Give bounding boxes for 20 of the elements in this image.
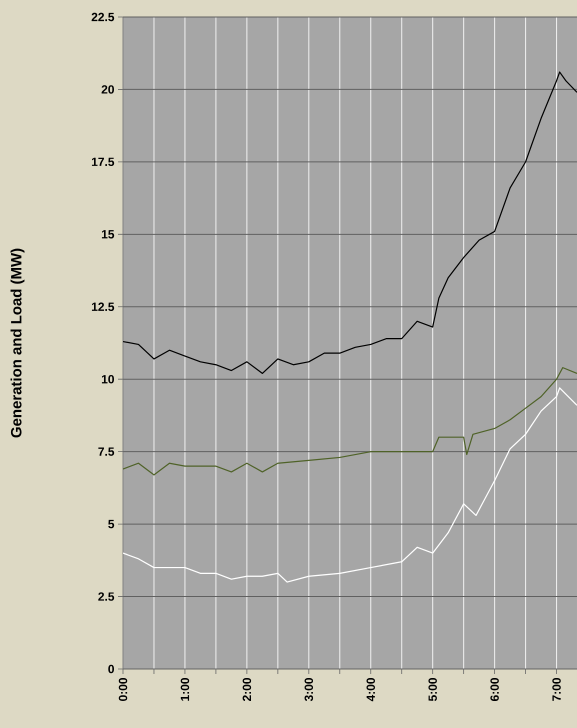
y-tick-label: 10 <box>102 374 114 384</box>
line-series <box>123 71 577 374</box>
y-tick-label: 22.5 <box>92 12 114 22</box>
y-tick-label: 17.5 <box>92 158 114 166</box>
y-tick-label: 0 <box>108 664 114 674</box>
y-tick-label: 12.5 <box>92 302 114 311</box>
x-tick-label: 1:00 <box>180 678 190 701</box>
y-axis-title: Generation and Load (MW) <box>10 248 24 438</box>
x-tick-label: 4:00 <box>366 678 375 702</box>
x-tick-label: 5:00 <box>428 678 437 702</box>
x-tick-label: 0:00 <box>118 678 128 701</box>
x-tick-label: 3:00 <box>304 678 314 702</box>
y-tick-label: 7.5 <box>98 447 114 456</box>
y-tick-label: 15 <box>102 230 114 238</box>
x-tick-label: 6:00 <box>490 678 499 701</box>
x-tick-label: 2:00 <box>242 678 252 702</box>
y-tick-label: 20 <box>102 85 114 94</box>
x-tick-label: 7:00 <box>552 678 561 701</box>
y-tick-label: 5 <box>108 520 114 528</box>
y-tick-label: 2.5 <box>98 592 114 601</box>
